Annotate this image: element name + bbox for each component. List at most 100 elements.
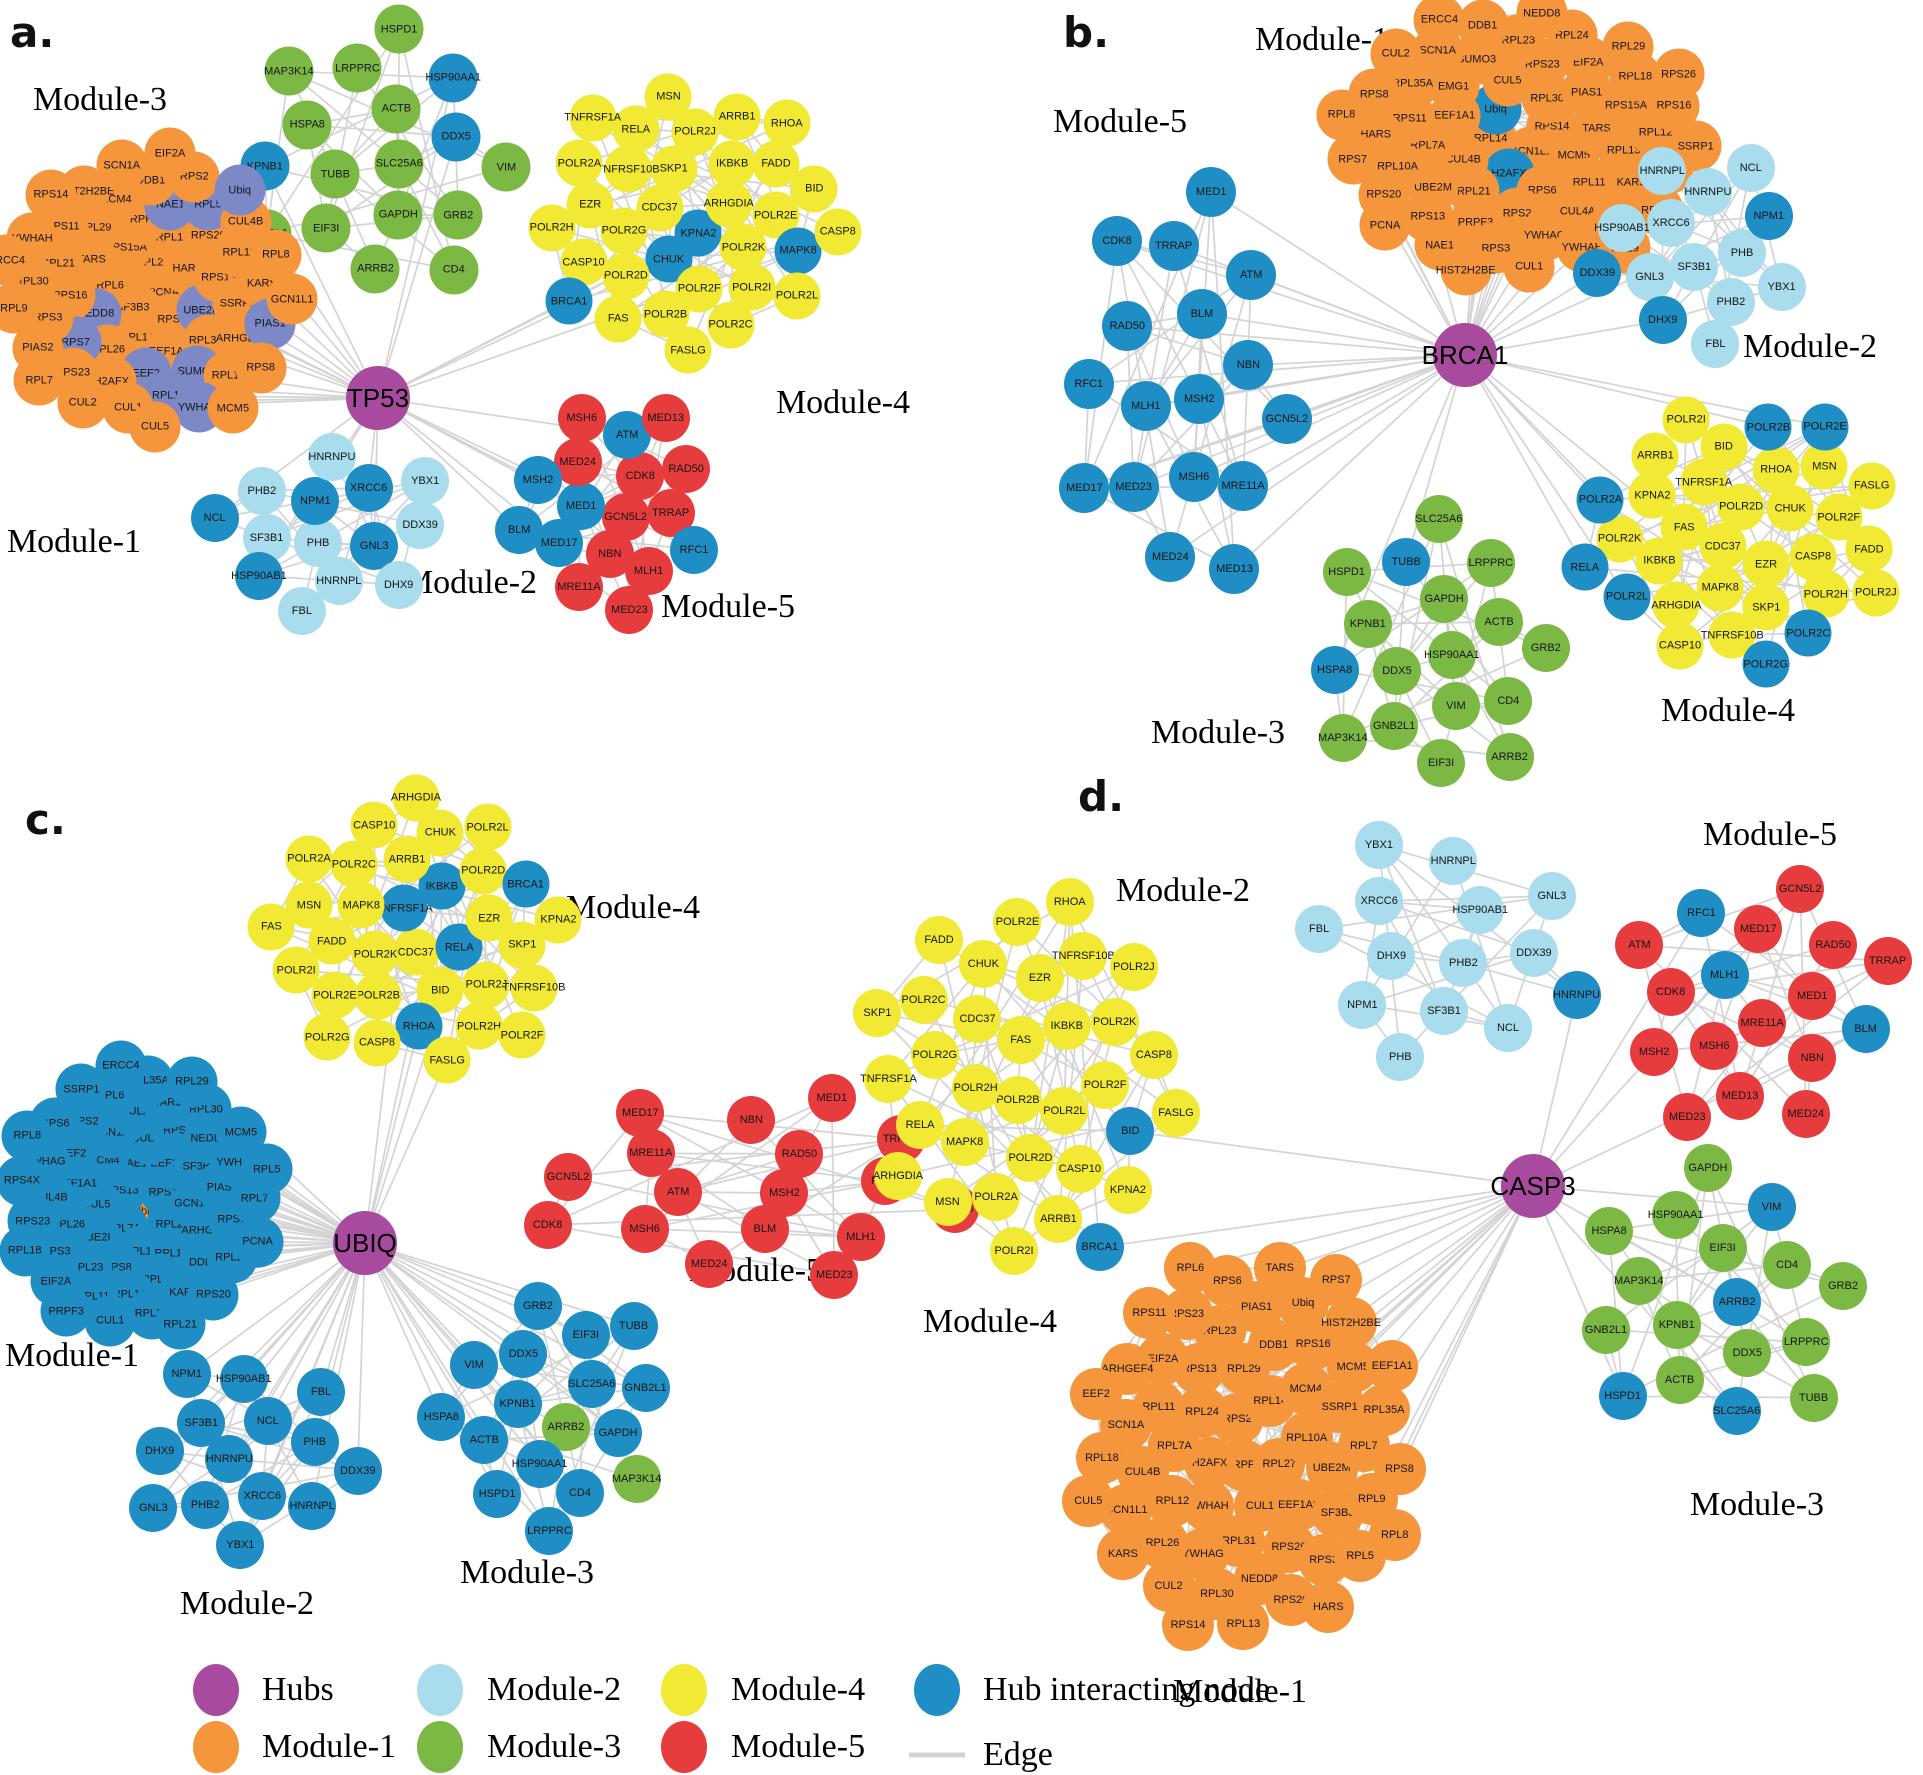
node-polr2e[interactable]: POLR2E: [311, 971, 359, 1019]
node-polr2i[interactable]: POLR2I: [990, 1227, 1039, 1276]
node-cul5[interactable]: CUL5: [129, 401, 181, 453]
node-polr2j[interactable]: POLR2J: [1852, 569, 1900, 617]
node-med23[interactable]: MED23: [1663, 1093, 1712, 1142]
node-msh6[interactable]: MSH6: [620, 1204, 669, 1253]
node-hsp90aa1[interactable]: HSP90AA1: [512, 1440, 567, 1489]
node-med17[interactable]: MED17: [1059, 462, 1110, 513]
node-casp8[interactable]: CASP8: [353, 1019, 401, 1067]
node-phb2[interactable]: PHB2: [1439, 939, 1488, 988]
node-cdk8[interactable]: CDK8: [1092, 216, 1143, 267]
node-ddx39[interactable]: DDX39: [396, 500, 445, 549]
node-mre11a[interactable]: MRE11A: [555, 562, 603, 611]
node-hsp90aa1[interactable]: HSP90AA1: [1424, 630, 1480, 679]
node-arhgdia[interactable]: ARHGDIA: [873, 1152, 923, 1201]
node-ncl[interactable]: NCL: [243, 1396, 292, 1445]
node-hspa8[interactable]: HSPA8: [282, 100, 332, 150]
node-polr2i[interactable]: POLR2I: [1662, 396, 1710, 444]
node-polr2h[interactable]: POLR2H: [528, 204, 576, 251]
node-bid[interactable]: BID: [1700, 423, 1748, 471]
node-rad50[interactable]: RAD50: [662, 445, 711, 494]
node-eef2[interactable]: EEF2: [1070, 1368, 1123, 1421]
node-polr2a[interactable]: POLR2A: [285, 835, 333, 883]
node-sf3b1[interactable]: SF3B1: [1670, 242, 1719, 291]
node-rhoa[interactable]: RHOA: [1045, 878, 1094, 927]
node-kpna2[interactable]: KPNA2: [1103, 1166, 1152, 1215]
node-fbl[interactable]: FBL: [1295, 905, 1344, 954]
node-grb2[interactable]: GRB2: [1818, 1261, 1867, 1310]
node-rpl29[interactable]: RPL29: [1602, 21, 1654, 73]
node-rad50[interactable]: RAD50: [1809, 920, 1858, 969]
node-ddx39[interactable]: DDX39: [1573, 248, 1622, 297]
hub-node-casp3[interactable]: CASP3: [1490, 1154, 1576, 1218]
node-msh6[interactable]: MSH6: [557, 393, 606, 442]
node-rps8[interactable]: RPS8: [1373, 1443, 1426, 1496]
node-cdc37[interactable]: CDC37: [953, 995, 1002, 1044]
node-arhgdia[interactable]: ARHGDIA: [704, 180, 754, 228]
node-rps11[interactable]: RPS11: [1123, 1287, 1176, 1340]
node-dhx9[interactable]: DHX9: [1367, 931, 1416, 980]
node-fadd[interactable]: FADD: [915, 915, 964, 964]
node-ddx39[interactable]: DDX39: [1509, 928, 1558, 977]
node-gcn1l1[interactable]: GCN1L1: [266, 273, 318, 325]
node-rpl35a[interactable]: RPL35A: [1357, 1384, 1410, 1437]
node-eef1a1[interactable]: EEF1A1: [1366, 1340, 1419, 1393]
node-trrap[interactable]: TRRAP: [1863, 937, 1912, 986]
node-polr2e[interactable]: POLR2E: [993, 897, 1042, 946]
node-ddx5[interactable]: DDX5: [431, 112, 481, 162]
node-msh2[interactable]: MSH2: [513, 456, 562, 505]
node-fas[interactable]: FAS: [247, 903, 295, 951]
node-ybx1[interactable]: YBX1: [401, 457, 450, 506]
node-bid[interactable]: BID: [1106, 1107, 1155, 1156]
node-polr2a[interactable]: POLR2A: [1576, 476, 1624, 524]
node-map3k14[interactable]: MAP3K14: [1614, 1256, 1663, 1305]
node-rela[interactable]: RELA: [1561, 543, 1609, 591]
node-hars[interactable]: HARS: [1302, 1581, 1355, 1634]
node-hspa8[interactable]: HSPA8: [417, 1392, 466, 1441]
node-fbl[interactable]: FBL: [277, 586, 326, 635]
node-slc25a6[interactable]: SLC25A6: [374, 139, 424, 189]
node-hspa8[interactable]: HSPA8: [1310, 645, 1359, 694]
node-map3k14[interactable]: MAP3K14: [264, 46, 314, 96]
node-atm[interactable]: ATM: [654, 1167, 703, 1216]
hub-node-brca1[interactable]: BRCA1: [1422, 323, 1508, 387]
node-hsp90ab1[interactable]: HSP90AB1: [216, 1354, 272, 1403]
node-xrcc6[interactable]: XRCC6: [1355, 877, 1404, 926]
node-polr2c[interactable]: POLR2C: [707, 301, 755, 349]
node-rpl8[interactable]: RPL8: [1, 1110, 53, 1162]
node-eif3i[interactable]: EIF3I: [1417, 738, 1466, 787]
node-rps26[interactable]: RPS26: [1653, 48, 1705, 100]
node-nbn[interactable]: NBN: [1788, 1034, 1837, 1083]
node-sf3b1[interactable]: SF3B1: [1420, 987, 1469, 1036]
node-slc25a6[interactable]: SLC25A6: [1414, 494, 1463, 543]
node-fas[interactable]: FAS: [996, 1015, 1045, 1064]
node-ybx1[interactable]: YBX1: [1354, 821, 1403, 870]
node-dhx9[interactable]: DHX9: [374, 560, 423, 609]
node-cul2[interactable]: CUL2: [1370, 28, 1422, 80]
node-eif2a[interactable]: EIF2A: [144, 127, 196, 179]
node-gnl3[interactable]: GNL3: [129, 1484, 178, 1533]
node-casp10[interactable]: CASP10: [350, 801, 398, 849]
node-rpl13[interactable]: RPL13: [1217, 1598, 1270, 1651]
node-cdk8[interactable]: CDK8: [1646, 968, 1695, 1017]
node-med13[interactable]: MED13: [1716, 1072, 1765, 1120]
node-polr2g[interactable]: POLR2G: [910, 1030, 959, 1079]
node-hist2h2be[interactable]: HIST2H2BE: [1436, 244, 1496, 296]
node-gapdh[interactable]: GAPDH: [594, 1408, 643, 1457]
node-ncl[interactable]: NCL: [190, 494, 239, 543]
node-faslg[interactable]: FASLG: [1152, 1088, 1200, 1137]
node-hsp90ab1[interactable]: HSP90AB1: [1452, 885, 1508, 934]
node-blm[interactable]: BLM: [1841, 1004, 1890, 1053]
node-ercc4[interactable]: ERCC4: [95, 1040, 147, 1092]
node-cul1[interactable]: CUL1: [1503, 241, 1555, 293]
node-msh6[interactable]: MSH6: [1168, 452, 1219, 503]
node-mlh1[interactable]: MLH1: [1700, 950, 1749, 999]
node-polr2i[interactable]: POLR2I: [272, 946, 320, 994]
node-tars[interactable]: TARS: [1253, 1242, 1306, 1295]
node-msh2[interactable]: MSH2: [1630, 1027, 1679, 1076]
node-atm[interactable]: ATM: [1615, 921, 1664, 970]
node-casp8[interactable]: CASP8: [1129, 1030, 1178, 1079]
node-rad50[interactable]: RAD50: [775, 1129, 824, 1178]
node-polr2l[interactable]: POLR2L: [773, 272, 821, 320]
node-rfc1[interactable]: RFC1: [1063, 358, 1114, 409]
node-gnb2l1[interactable]: GNB2L1: [1370, 702, 1419, 751]
